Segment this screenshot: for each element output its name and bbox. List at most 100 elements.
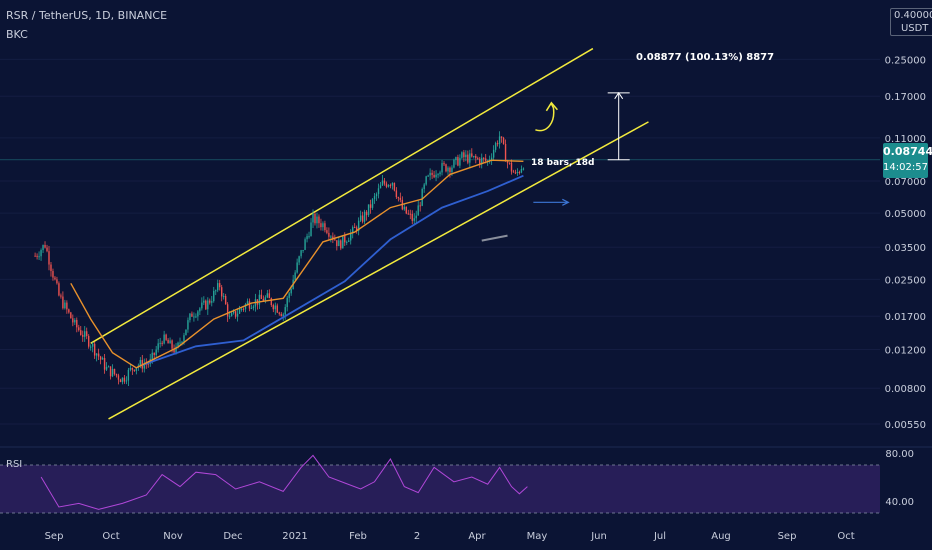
candle-body xyxy=(195,316,197,318)
candle-body xyxy=(125,380,128,382)
candle-body xyxy=(121,377,124,383)
candle-body xyxy=(477,158,479,160)
candle-body xyxy=(369,204,372,208)
candle-body xyxy=(54,277,56,280)
rsi-label[interactable]: RSI xyxy=(6,459,23,470)
candle-body xyxy=(431,172,433,175)
candle-body xyxy=(185,329,187,336)
price-axis-label: 0.11000 xyxy=(885,134,926,145)
candle-body xyxy=(88,335,90,347)
candle-body xyxy=(348,240,350,242)
candle-body xyxy=(413,218,415,221)
candle-body xyxy=(469,153,471,163)
candle-body xyxy=(177,342,179,347)
candle-body xyxy=(191,313,193,317)
candle-body xyxy=(36,255,38,257)
candle-body xyxy=(46,247,48,252)
price-axis-label: 0.03500 xyxy=(885,243,926,254)
candle-body xyxy=(336,240,338,247)
candle-body xyxy=(282,314,284,317)
candle-body xyxy=(508,162,511,164)
candle-body xyxy=(437,174,439,176)
candle-body xyxy=(213,290,215,302)
currency-label: USDT xyxy=(900,23,929,34)
candle-body xyxy=(34,255,36,257)
candle-body xyxy=(151,352,153,359)
indicator-label[interactable]: BKC xyxy=(6,28,28,41)
price-axis-label: 0.07000 xyxy=(885,177,926,188)
bars-count-label: 18 bars, 18d xyxy=(531,158,595,168)
candle-body xyxy=(242,308,245,310)
candle-body xyxy=(228,316,231,318)
candle-body xyxy=(461,152,463,158)
candle-body xyxy=(217,283,219,291)
candle-body xyxy=(123,377,126,382)
candle-body xyxy=(483,157,485,159)
candle-body xyxy=(197,311,199,317)
candle-body xyxy=(246,301,249,305)
candle-body xyxy=(427,175,429,177)
time-axis-label: Sep xyxy=(45,531,64,542)
candle-body xyxy=(201,302,203,309)
candle-body xyxy=(459,157,461,166)
candle-body xyxy=(139,360,142,366)
candle-body xyxy=(510,162,513,172)
candle-body xyxy=(443,163,445,165)
candle-body xyxy=(425,176,427,185)
time-axis-label: Nov xyxy=(163,531,183,542)
candle-body xyxy=(165,334,167,340)
candle-body xyxy=(82,334,84,337)
price-axis-label: 0.17000 xyxy=(885,92,926,103)
candle-body xyxy=(419,205,421,207)
candle-body xyxy=(467,154,469,163)
candle-body xyxy=(494,143,497,150)
candle-body xyxy=(471,153,473,157)
rsi-axis-label: 80.00 xyxy=(885,449,914,460)
candle-body xyxy=(38,256,40,258)
candle-body xyxy=(68,309,70,313)
candle-body xyxy=(306,236,308,240)
candle-body xyxy=(520,168,523,173)
candle-body xyxy=(44,244,46,248)
candle-body xyxy=(76,319,78,328)
candle-body xyxy=(262,298,265,302)
candle-body xyxy=(500,136,503,138)
candle-body xyxy=(50,264,52,272)
last-price: 0.08744 xyxy=(883,145,932,158)
candle-body xyxy=(518,172,521,174)
candle-body xyxy=(455,157,457,160)
candle-body xyxy=(332,236,334,240)
candle-body xyxy=(234,311,237,317)
channel-lower-line xyxy=(108,121,649,420)
last-price-tag: 0.08744 14:02:57 xyxy=(883,143,932,178)
candle-body xyxy=(163,334,165,344)
time-axis-label: Jul xyxy=(653,531,666,542)
candle-body xyxy=(97,353,100,357)
candle-body xyxy=(224,296,227,305)
candle-body xyxy=(302,249,304,251)
candle-body xyxy=(159,342,161,344)
candle-body xyxy=(324,223,326,231)
candle-body xyxy=(395,190,398,198)
candle-body xyxy=(496,143,499,145)
candle-body xyxy=(215,290,217,292)
currency-unit[interactable]: 0.40000 USDT xyxy=(890,8,932,36)
candle-body xyxy=(52,271,54,278)
candle-body xyxy=(375,194,378,197)
price-axis-label: 0.00800 xyxy=(885,384,926,395)
candle-body xyxy=(409,213,411,215)
candle-body xyxy=(506,161,509,163)
candle-body xyxy=(294,272,296,280)
candle-body xyxy=(119,379,122,383)
candle-body xyxy=(318,216,320,224)
candle-body xyxy=(60,295,62,297)
candle-body xyxy=(492,149,495,158)
candle-body xyxy=(322,223,324,228)
candle-body xyxy=(338,240,340,247)
candle-body xyxy=(353,227,356,229)
candle-body xyxy=(316,216,318,224)
candle-body xyxy=(445,164,447,172)
candle-body xyxy=(95,353,98,356)
candle-body xyxy=(193,316,195,318)
